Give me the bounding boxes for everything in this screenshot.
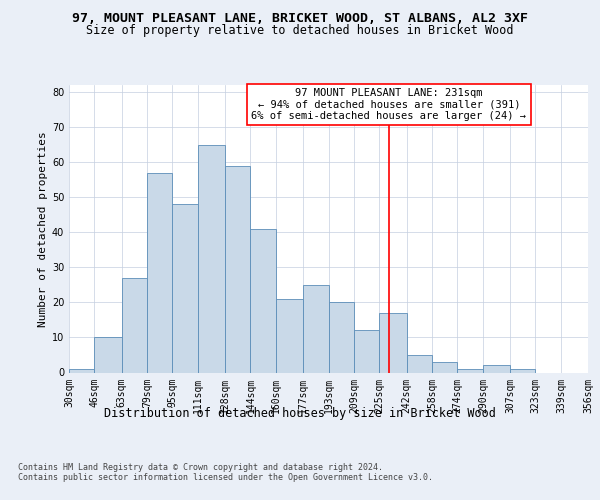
Bar [354,330,379,372]
Bar [198,144,225,372]
Bar [510,369,535,372]
Bar [94,338,122,372]
Bar [69,369,94,372]
Bar [147,172,172,372]
Bar [276,299,303,372]
Bar [407,355,432,372]
Bar [250,229,276,372]
Bar [303,285,329,372]
Bar [432,362,457,372]
Bar [483,366,510,372]
Y-axis label: Number of detached properties: Number of detached properties [38,131,47,326]
Bar [225,166,250,372]
Bar [457,369,483,372]
Text: Contains HM Land Registry data © Crown copyright and database right 2024.
Contai: Contains HM Land Registry data © Crown c… [18,462,433,482]
Bar [172,204,198,372]
Text: 97, MOUNT PLEASANT LANE, BRICKET WOOD, ST ALBANS, AL2 3XF: 97, MOUNT PLEASANT LANE, BRICKET WOOD, S… [72,12,528,26]
Bar [329,302,354,372]
Text: Distribution of detached houses by size in Bricket Wood: Distribution of detached houses by size … [104,408,496,420]
Text: Size of property relative to detached houses in Bricket Wood: Size of property relative to detached ho… [86,24,514,37]
Text: 97 MOUNT PLEASANT LANE: 231sqm
← 94% of detached houses are smaller (391)
6% of : 97 MOUNT PLEASANT LANE: 231sqm ← 94% of … [251,88,526,121]
Bar [122,278,147,372]
Bar [379,313,407,372]
